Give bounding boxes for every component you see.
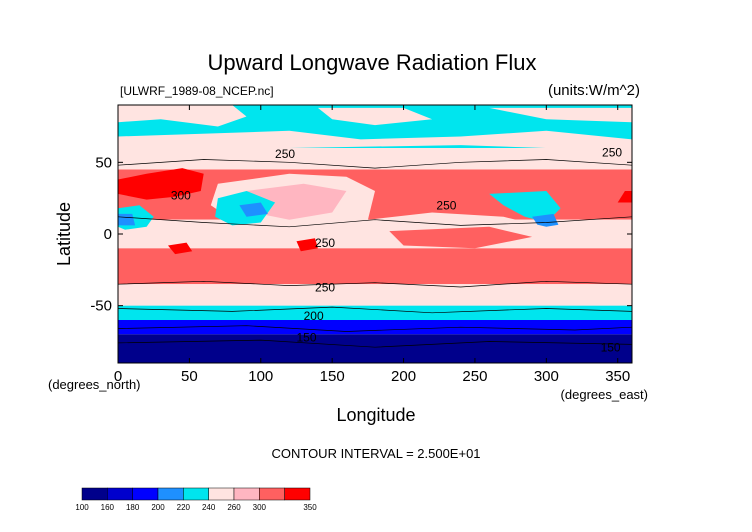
field-patch-8 (246, 183, 347, 220)
x-tick-label: 50 (181, 368, 198, 385)
colorbar-label: 350 (303, 503, 317, 512)
units-label: (units:W/m^2) (548, 82, 640, 99)
contour-label: 250 (315, 236, 335, 250)
lat-band-7 (118, 320, 632, 335)
colorbar-labels: 100 160 180 200 220 240 260 300 350 (75, 503, 317, 512)
colorbar-segment (208, 487, 235, 501)
colorbar-segment (107, 487, 133, 501)
x-tick-label: 100 (248, 368, 273, 385)
colorbar-label: 260 (227, 503, 241, 512)
field-patch-17 (118, 130, 632, 151)
contour-label: 300 (171, 189, 191, 203)
file-label: [ULWRF_1989-08_NCEP.nc] (120, 84, 274, 98)
y-axis-ticks: -50 0 50 (90, 154, 632, 315)
x-axis-units: (degrees_east) (561, 387, 648, 402)
field-patch-4 (617, 191, 632, 203)
y-tick-label: 50 (95, 154, 112, 171)
field-patch-13 (489, 191, 561, 223)
contour-label: 150 (296, 331, 316, 345)
lat-band-5 (118, 284, 632, 306)
contour-label: 150 (601, 341, 621, 355)
y-axis-units: (degrees_north) (48, 377, 141, 392)
heatmap-field (118, 105, 632, 363)
lat-band-8 (118, 334, 632, 363)
colorbar-segment (233, 487, 260, 501)
field-patch-1 (317, 107, 433, 126)
contour-label: 250 (436, 199, 456, 213)
x-tick-label: 350 (605, 368, 630, 385)
chart-title: Upward Longwave Radiation Flux (208, 50, 537, 75)
lat-band-4 (118, 248, 632, 285)
contour-line-0 (118, 159, 632, 169)
colorbar-label: 160 (101, 503, 115, 512)
lat-band-6 (118, 305, 632, 320)
field-patch-16 (389, 226, 533, 249)
field-patch-12 (118, 213, 136, 226)
contour-line-2 (118, 280, 632, 288)
x-axis-ticks: 0 50 100 150 200 250 300 350 (114, 105, 630, 385)
colorbar-segment (132, 487, 159, 501)
contour-line-1 (118, 216, 632, 228)
colorbar-segment (81, 487, 108, 501)
colorbar-segment (284, 487, 311, 501)
x-tick-label: 250 (462, 368, 487, 385)
y-tick-label: -50 (90, 298, 112, 315)
colorbar-segment (183, 487, 209, 501)
contour-label: 200 (304, 309, 324, 323)
y-axis-label: Latitude (54, 202, 74, 266)
contour-label: 250 (275, 147, 295, 161)
contour-labels: 300 250 250 250 250 250 200 150 150 (171, 146, 623, 355)
colorbar-label: 180 (126, 503, 140, 512)
y-tick-label: 0 (104, 226, 112, 243)
contour-label: 250 (315, 280, 335, 294)
colorbar-label: 240 (202, 503, 216, 512)
contour-lines (118, 159, 632, 348)
x-tick-label: 300 (534, 368, 559, 385)
contour-line-4 (118, 325, 632, 332)
contour-line-3 (118, 306, 632, 314)
x-tick-label: 0 (114, 368, 122, 385)
field-patch-0 (118, 105, 247, 127)
colorbar-label: 200 (151, 503, 165, 512)
contour-line-5 (118, 339, 632, 348)
field-patch-10 (239, 202, 268, 217)
lat-band-1 (118, 148, 632, 170)
contour-interval-text: CONTOUR INTERVAL = 2.500E+01 (271, 446, 480, 461)
colorbar (81, 487, 311, 501)
x-axis-label: Longitude (336, 405, 415, 425)
x-tick-label: 150 (320, 368, 345, 385)
field-patch-6 (296, 238, 318, 252)
field-patch-2 (489, 107, 632, 123)
colorbar-label: 300 (253, 503, 267, 512)
colorbar-label: 100 (75, 503, 89, 512)
field-patch-5 (168, 242, 193, 255)
contour-label: 250 (602, 146, 622, 160)
colorbar-segment (259, 487, 285, 501)
colorbar-segment (157, 487, 184, 501)
x-tick-label: 200 (391, 368, 416, 385)
field-patch-3 (118, 168, 204, 200)
colorbar-label: 220 (177, 503, 191, 512)
